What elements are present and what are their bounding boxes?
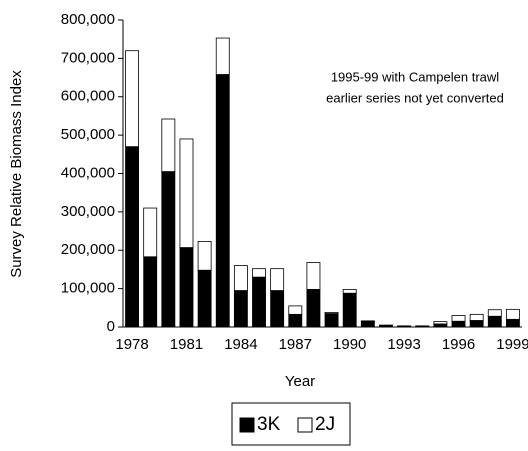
- bar-segment: [506, 318, 520, 328]
- annotation: earlier series not yet converted: [326, 90, 504, 105]
- bar-segment: [143, 256, 158, 328]
- bar-segment: [233, 290, 248, 328]
- x-tick-label: 1984: [224, 336, 257, 353]
- bar-segment: [433, 321, 448, 325]
- bar-segment: [360, 321, 375, 328]
- legend-swatch: [239, 417, 255, 433]
- y-tick-label: 500,000: [61, 126, 115, 143]
- bar-segment: [360, 320, 375, 323]
- bar-segment: [215, 37, 230, 75]
- bar-segment: [288, 305, 303, 315]
- bar-segment: [179, 138, 194, 248]
- bar-segment: [197, 269, 212, 328]
- x-tick-label: 1987: [279, 336, 312, 353]
- bar-segment: [379, 324, 393, 327]
- bar-segment: [451, 315, 466, 322]
- bar-segment: [252, 276, 266, 328]
- x-tick-label: 1978: [115, 336, 148, 353]
- bar-segment: [342, 288, 357, 294]
- bar-segment: [143, 207, 158, 258]
- legend-swatch: [297, 417, 313, 433]
- y-tick-label: 800,000: [61, 11, 115, 28]
- bar-segment: [342, 292, 357, 328]
- bar-segment: [288, 313, 303, 328]
- bar-segment: [487, 309, 502, 317]
- y-axis-label: Survey Relative Biomass Index: [8, 70, 25, 278]
- y-tick-label: 700,000: [61, 49, 115, 66]
- x-tick-label: 1996: [442, 336, 475, 353]
- y-tick-label: 300,000: [61, 203, 115, 220]
- x-tick-label: 1990: [333, 336, 366, 353]
- bar-segment: [451, 320, 466, 328]
- legend-label: 3K: [257, 414, 281, 435]
- bar-segment: [469, 313, 484, 321]
- y-tick-label: 100,000: [61, 280, 115, 297]
- bar-segment: [270, 268, 285, 291]
- bar-segment: [306, 262, 321, 290]
- bar-segment: [306, 288, 321, 328]
- bar-segment: [487, 315, 502, 328]
- y-tick-label: 600,000: [61, 88, 115, 105]
- x-tick-label: 1999: [496, 336, 528, 353]
- bar-segment: [252, 268, 266, 278]
- bar-segment: [161, 171, 176, 328]
- annotation: 1995-99 with Campelen trawl: [331, 69, 499, 84]
- bar-segment: [215, 74, 230, 328]
- bar-segment: [125, 146, 139, 328]
- y-tick-label: 200,000: [61, 241, 115, 258]
- bar-segment: [197, 241, 212, 271]
- bar-segment: [469, 320, 484, 328]
- bar-segment: [324, 313, 339, 328]
- bar-segment: [233, 265, 248, 291]
- x-tick-label: 1981: [170, 336, 203, 353]
- bar-segment: [179, 247, 194, 328]
- bar-segment: [324, 312, 339, 314]
- x-axis-label: Year: [285, 373, 315, 390]
- y-tick-label: 400,000: [61, 164, 115, 181]
- legend-label: 2J: [315, 414, 335, 435]
- bar-segment: [161, 118, 176, 172]
- bar-segment: [270, 290, 285, 328]
- bar-segment: [506, 308, 520, 320]
- bar-segment: [125, 50, 139, 148]
- x-tick-label: 1993: [387, 336, 420, 353]
- y-tick-label: 0: [107, 318, 115, 335]
